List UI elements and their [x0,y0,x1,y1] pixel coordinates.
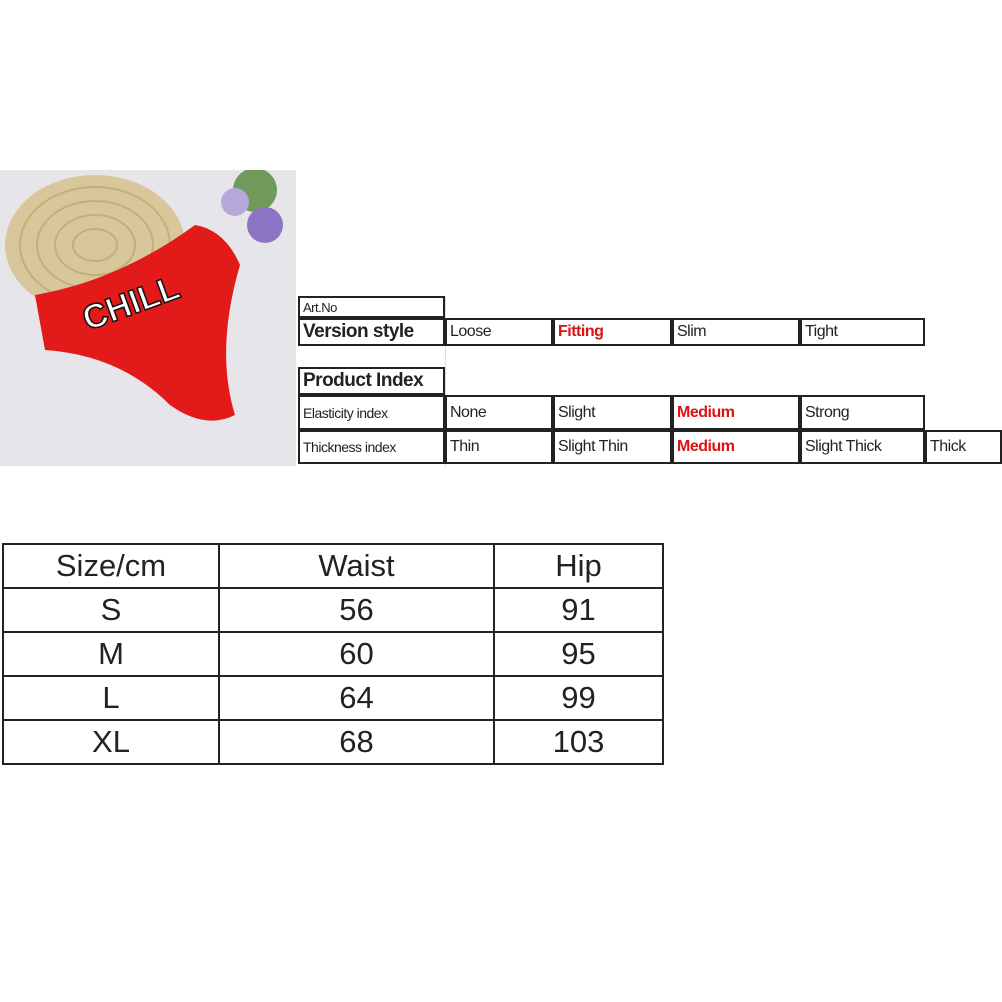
option-medium: Medium [672,395,800,430]
option-slim: Slim [672,318,800,346]
size-table: Size/cm Waist Hip S 56 91 M 60 95 L 64 99 XL 68… [2,543,664,765]
size-cell: XL [2,719,220,765]
version-style-row: Version style Loose Fitting Slim Tight [298,318,925,346]
header-size: Size/cm [2,543,220,589]
option-none: None [445,395,553,430]
size-cell: L [2,675,220,721]
option-medium: Medium [672,430,800,464]
table-row: XL 68 103 [2,719,664,765]
option-tight: Tight [800,318,925,346]
elasticity-label: Elasticity index [298,395,445,430]
hip-cell: 91 [493,587,664,633]
art-no-label: Art.No [298,296,445,318]
header-waist: Waist [218,543,495,589]
option-thick: Thick [925,430,1002,464]
elasticity-row: Elasticity index None Slight Medium Stro… [298,395,925,430]
version-style-label: Version style [298,318,445,346]
waist-cell: 60 [218,631,495,677]
size-table-header: Size/cm Waist Hip [2,543,664,589]
thickness-row: Thickness index Thin Slight Thin Medium … [298,430,1002,464]
table-row: S 56 91 [2,587,664,633]
option-slight: Slight [553,395,672,430]
option-strong: Strong [800,395,925,430]
size-cell: S [2,587,220,633]
product-photo: CHILL [0,170,296,466]
hip-cell: 103 [493,719,664,765]
header-hip: Hip [493,543,664,589]
option-fitting: Fitting [553,318,672,346]
hip-cell: 95 [493,631,664,677]
hip-cell: 99 [493,675,664,721]
waist-cell: 64 [218,675,495,721]
table-row: L 64 99 [2,675,664,721]
option-slight-thin: Slight Thin [553,430,672,464]
product-index-label: Product Index [298,367,445,395]
size-cell: M [2,631,220,677]
table-row: M 60 95 [2,631,664,677]
waist-cell: 56 [218,587,495,633]
option-slight-thick: Slight Thick [800,430,925,464]
waist-cell: 68 [218,719,495,765]
option-thin: Thin [445,430,553,464]
option-loose: Loose [445,318,553,346]
thickness-label: Thickness index [298,430,445,464]
